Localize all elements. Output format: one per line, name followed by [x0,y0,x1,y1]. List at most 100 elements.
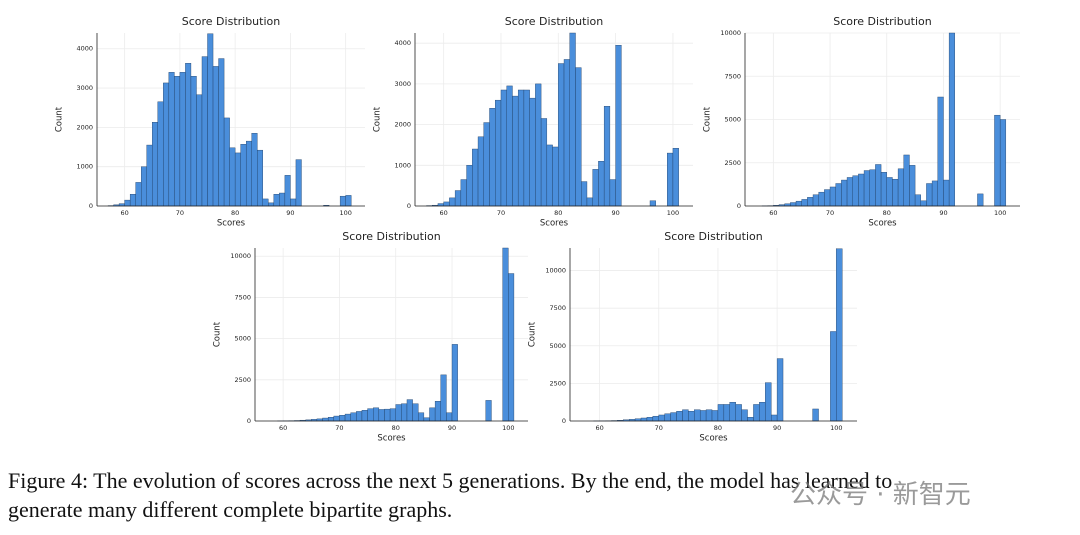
y-tick-label: 0 [89,202,93,210]
bar [735,404,742,422]
bar [373,407,380,422]
bar [477,136,484,207]
y-tick-label: 2500 [549,379,566,387]
bar [747,417,754,422]
x-tick-label: 80 [883,209,891,217]
bar [994,114,1001,207]
bar [688,411,695,422]
bar [240,144,247,207]
bar [384,408,391,422]
bar [168,72,175,207]
bar [157,101,164,207]
bar [234,152,241,207]
bar [729,401,736,422]
y-tick-label: 7500 [234,293,251,301]
bar [451,344,458,422]
bar [770,414,778,422]
bar [846,177,853,207]
y-tick-label: 5000 [234,335,251,343]
bar [284,175,291,207]
x-axis-label: Scores [217,219,246,229]
x-tick-label: 100 [994,209,1006,217]
bar [694,409,701,422]
bar [454,190,462,207]
bar [367,408,374,422]
bar [485,400,492,422]
bar [807,197,814,207]
bar [223,117,230,207]
bar [279,192,286,207]
bar [829,186,836,207]
bar [190,76,197,207]
bar [262,198,269,207]
chart-title: Score Distribution [342,230,441,243]
bar [603,106,611,207]
y-axis-label: Count [528,321,538,347]
y-tick-label: 4000 [394,39,411,47]
bar [174,76,181,207]
bar [903,154,910,207]
bar [395,404,402,422]
bar [646,417,654,422]
bar [339,415,346,422]
bar [812,408,819,422]
y-tick-label: 1000 [394,161,411,169]
bar [290,198,297,207]
bar [759,401,766,422]
bar [552,146,559,207]
x-tick-label: 80 [231,209,239,217]
bar [649,200,656,207]
bar [563,59,570,207]
y-axis-label: Count [703,106,713,132]
y-tick-label: 1000 [76,163,93,171]
bar [609,179,616,207]
y-tick-label: 3000 [76,84,93,92]
x-tick-label: 100 [667,209,679,217]
bar [257,149,263,207]
bar [517,89,525,207]
bar [218,58,225,207]
x-tick-label: 70 [176,209,184,217]
bar [914,194,921,207]
bar [723,404,730,422]
bar [163,82,170,207]
bar [489,108,496,207]
bar [535,83,542,207]
bar [207,33,214,207]
bar [830,331,837,422]
x-tick-label: 80 [392,424,400,432]
bar [152,122,158,207]
bar [345,195,352,207]
bar [401,403,408,422]
caption-line: Figure 4: The evolution of scores across… [8,468,893,493]
bar [667,152,674,207]
x-tick-label: 60 [595,424,603,432]
bar [523,89,530,207]
bar [212,66,219,207]
bar [943,179,950,207]
bar [423,417,430,422]
bar [926,183,933,207]
bar [229,147,236,207]
bar [483,122,490,207]
bar [664,413,671,422]
bar [179,72,186,207]
bar [575,67,582,207]
y-tick-label: 0 [407,202,411,210]
y-tick-label: 0 [562,417,566,425]
bar [412,403,419,422]
bar [801,199,808,207]
bar [273,194,280,207]
bar [295,159,302,207]
bar [640,417,648,422]
bar [466,165,473,207]
x-tick-label: 70 [335,424,343,432]
y-tick-label: 5000 [549,342,566,350]
bar [495,99,502,207]
bar [705,409,713,422]
x-tick-label: 70 [497,209,505,217]
bar [356,411,363,422]
x-tick-label: 90 [773,424,781,432]
bar [129,194,136,207]
